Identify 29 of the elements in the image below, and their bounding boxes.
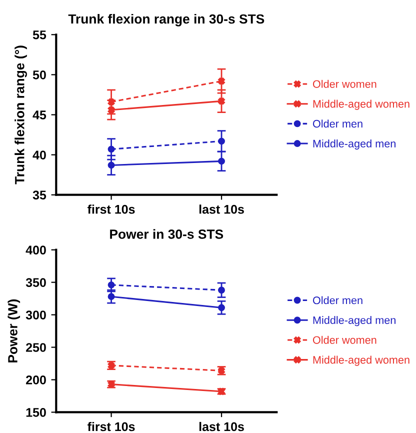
y-axis-title: Trunk flexion range (°)	[14, 46, 27, 184]
y-tick-label: 150	[26, 408, 46, 417]
legend-label: Older women	[312, 80, 376, 88]
point	[218, 98, 225, 105]
x-tick-label: first 10s	[88, 204, 135, 214]
y-tick-label: 35	[32, 190, 46, 200]
y-tick-label: 250	[26, 343, 46, 352]
y-tick-label: 200	[26, 376, 46, 384]
y-tick-label: 350	[26, 278, 46, 287]
y-tick-label: 40	[32, 150, 46, 160]
legend-label: Older men	[312, 120, 362, 128]
y-tick-label: 50	[32, 70, 46, 80]
legend-label: Middle-aged men	[313, 316, 396, 326]
y-tick-label: 45	[32, 110, 46, 120]
y-tick-label: 400	[26, 246, 46, 254]
x-tick-label: last 10s	[199, 204, 244, 214]
legend-label: Middle-aged women	[313, 100, 410, 110]
x-tick-label: first 10s	[88, 422, 135, 432]
chart-title: Trunk flexion range in 30-s STS	[68, 14, 264, 26]
x-tick-label: last 10s	[199, 422, 244, 432]
legend-label: Middle-aged women	[313, 356, 410, 366]
chart-title: Power in 30-s STS	[110, 229, 224, 239]
y-tick-label: 55	[32, 30, 46, 40]
point	[218, 78, 225, 85]
y-tick-label: 300	[26, 310, 46, 320]
legend-label: Older women	[312, 336, 376, 344]
legend-label: Older men	[312, 296, 362, 304]
legend-label: Middle-aged men	[313, 139, 396, 150]
y-axis-title: Power (W)	[8, 299, 20, 362]
